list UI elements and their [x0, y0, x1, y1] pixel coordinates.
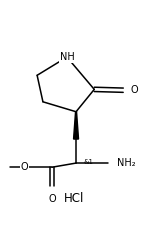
Text: O: O — [20, 162, 28, 172]
Text: NH: NH — [60, 52, 74, 62]
Text: O: O — [131, 85, 138, 95]
Polygon shape — [73, 112, 78, 139]
Text: HCl: HCl — [63, 192, 84, 205]
Text: O: O — [48, 194, 56, 204]
Text: NH₂: NH₂ — [117, 158, 136, 168]
Text: &1: &1 — [84, 159, 94, 165]
